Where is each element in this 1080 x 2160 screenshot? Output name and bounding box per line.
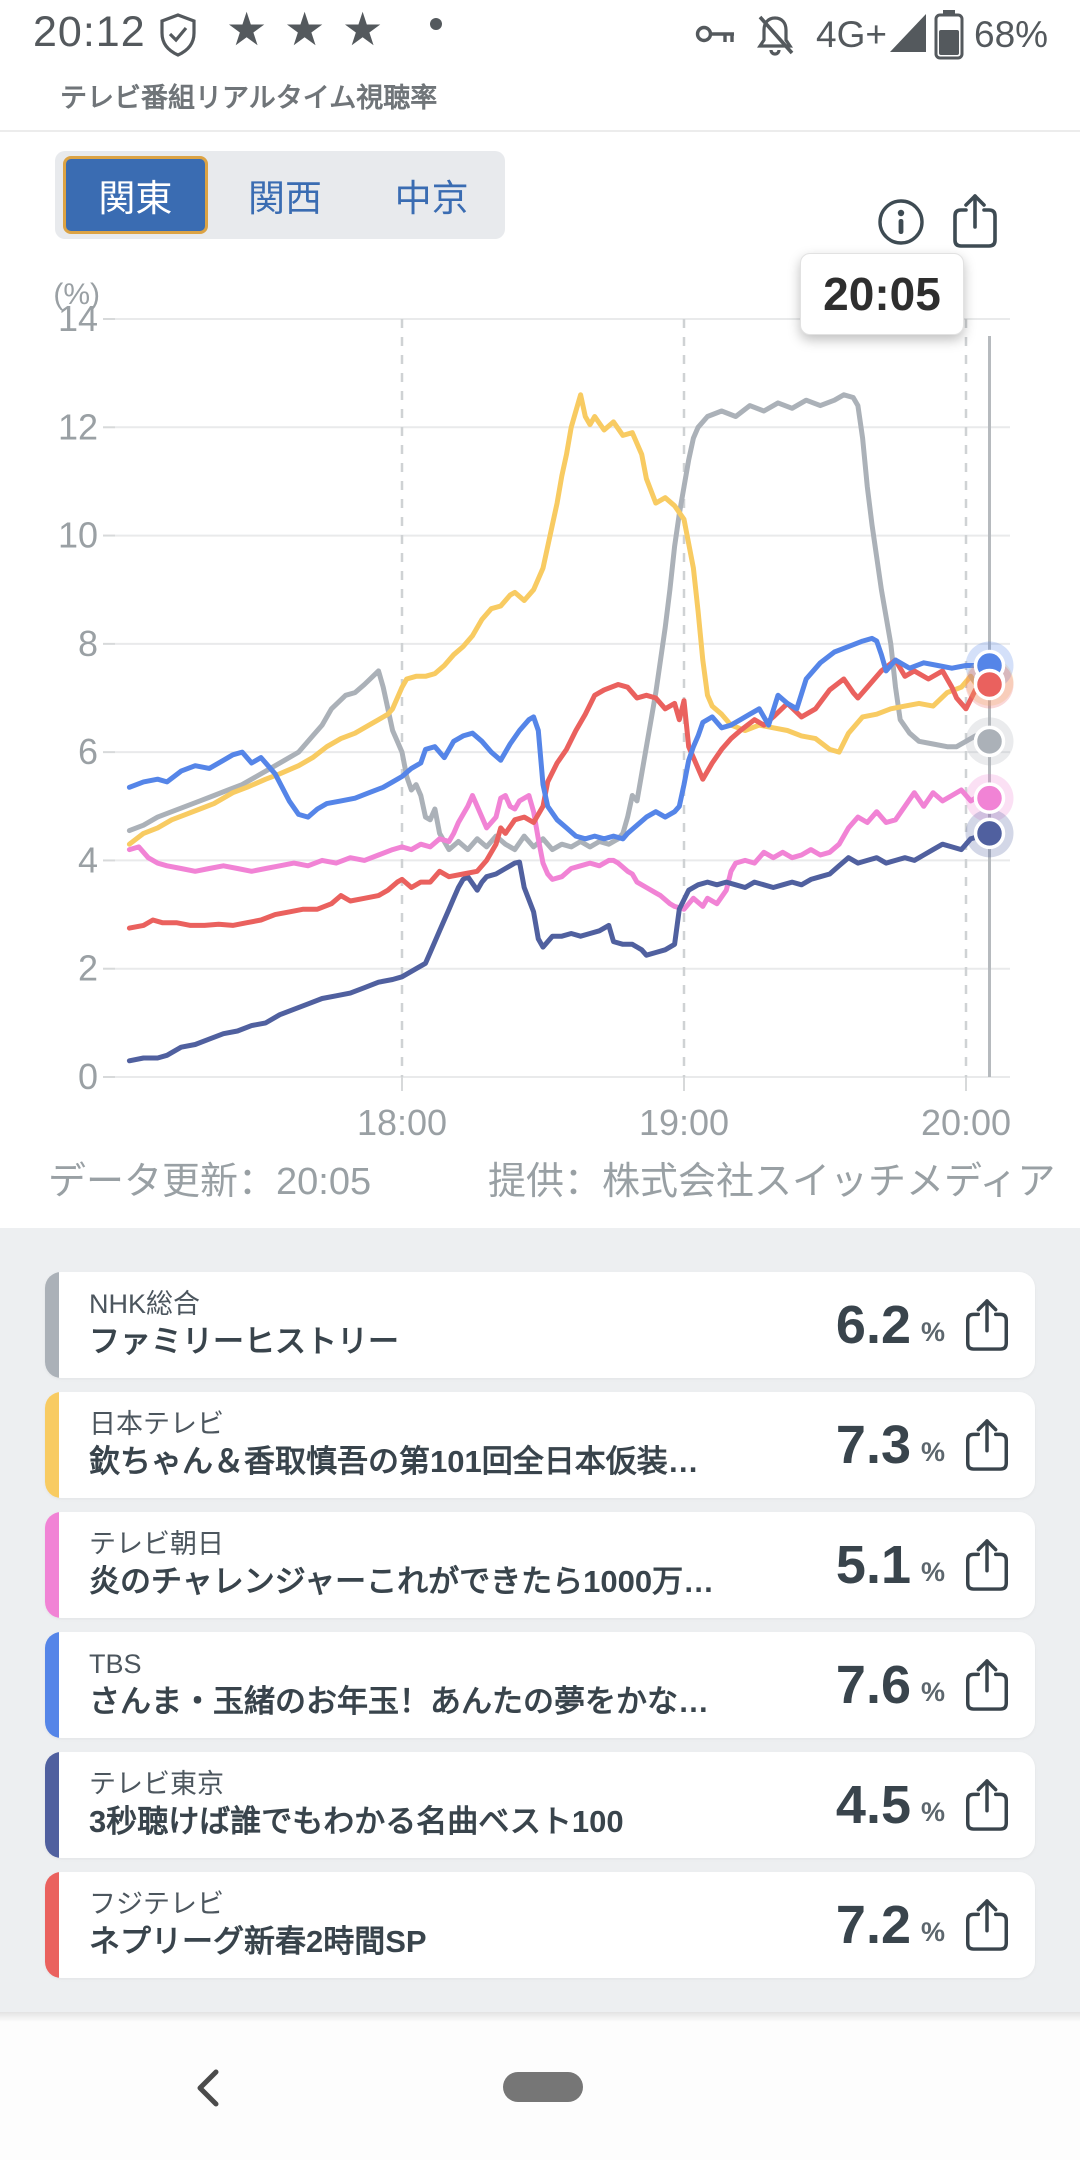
svg-text:19:00: 19:00	[639, 1102, 729, 1143]
rating-value: 7.2	[835, 1895, 911, 1955]
share-button[interactable]	[961, 1298, 1013, 1352]
channel-name: フジテレビ	[89, 1888, 224, 1919]
svg-text:10: 10	[58, 515, 98, 556]
share-button[interactable]	[961, 1898, 1013, 1952]
channel-color-strip	[45, 1512, 59, 1618]
svg-text:20:00: 20:00	[921, 1102, 1011, 1143]
rating-unit: %	[920, 1556, 945, 1587]
battery-percent-label: 68%	[974, 14, 1049, 55]
channel-color-strip	[45, 1632, 59, 1738]
channel-name: TBS	[89, 1648, 142, 1679]
data-updated-label: データ更新：20:05	[48, 1161, 372, 1203]
svg-text:6: 6	[78, 731, 98, 772]
channel-name: テレビ朝日	[89, 1528, 224, 1559]
rating-value: 6.2	[835, 1295, 911, 1355]
channel-name: テレビ東京	[89, 1768, 224, 1799]
info-button[interactable]	[876, 197, 926, 247]
ratings-chart[interactable]: 0 2 4 6 8 10 12 14(%) 18:00 19:00 20:00	[0, 0, 1080, 1250]
status-bar: 20:12 ★ ★ ★ 4G+ 68%	[0, 0, 1080, 64]
program-title: 欽ちゃん＆香取慎吾の第101回全日本仮装…	[89, 1443, 699, 1479]
svg-text:14: 14	[58, 298, 98, 339]
tab-kansai[interactable]: 関西	[248, 178, 322, 219]
svg-text:0: 0	[78, 1056, 98, 1097]
app-bar: テレビ番組リアルタイム視聴率	[0, 64, 1080, 132]
share-button[interactable]	[961, 1658, 1013, 1712]
svg-text:18:00: 18:00	[357, 1102, 447, 1143]
home-indicator[interactable]	[503, 2072, 583, 2102]
svg-text:2: 2	[78, 948, 98, 989]
share-button[interactable]	[961, 1418, 1013, 1472]
notifications-off-icon	[757, 15, 794, 56]
data-provider-label: 提供：株式会社スイッチメディア	[488, 1161, 1056, 1203]
rating-value: 7.6	[835, 1655, 911, 1715]
shield-check-icon	[160, 13, 196, 57]
channel-card[interactable]: テレビ朝日 炎のチャレンジャーこれができたら1000万… 5.1 %	[45, 1512, 1035, 1618]
svg-text:4: 4	[78, 839, 98, 880]
channel-color-strip	[45, 1392, 59, 1498]
rating-value: 4.5	[835, 1775, 911, 1835]
cursor-time-tooltip: 20:05	[800, 253, 964, 335]
channel-card[interactable]: フジテレビ ネプリーグ新春2時間SP 7.2 %	[45, 1872, 1035, 1978]
region-tab-group: 関東 関西 中京	[55, 151, 505, 239]
rating-unit: %	[920, 1436, 945, 1467]
channel-name: 日本テレビ	[89, 1408, 224, 1439]
channel-card[interactable]: 日本テレビ 欽ちゃん＆香取慎吾の第101回全日本仮装… 7.3 %	[45, 1392, 1035, 1498]
channel-color-strip	[45, 1752, 59, 1858]
battery-icon	[934, 10, 964, 60]
rating-unit: %	[920, 1676, 945, 1707]
channel-color-strip	[45, 1872, 59, 1978]
share-button[interactable]	[948, 193, 1002, 249]
program-title: 3秒聴けば誰でもわかる名曲ベスト100	[89, 1803, 624, 1839]
rating-unit: %	[920, 1916, 945, 1947]
key-icon	[695, 25, 734, 43]
channel-card[interactable]: テレビ東京 3秒聴けば誰でもわかる名曲ベスト100 4.5 %	[45, 1752, 1035, 1858]
svg-text:12: 12	[58, 406, 98, 447]
program-title: ネプリーグ新春2時間SP	[89, 1923, 427, 1959]
dot-icon	[430, 18, 442, 30]
star-icon: ★	[342, 3, 384, 55]
svg-text:8: 8	[78, 623, 98, 664]
program-title: ファミリーヒストリー	[89, 1323, 399, 1359]
channel-color-strip	[45, 1272, 59, 1378]
page-title: テレビ番組リアルタイム視聴率	[60, 83, 438, 113]
program-title: 炎のチャレンジャーこれができたら1000万…	[89, 1563, 715, 1599]
star-icon: ★	[226, 3, 268, 55]
signal-icon	[890, 14, 926, 52]
channel-card[interactable]: NHK総合 ファミリーヒストリー 6.2 %	[45, 1272, 1035, 1378]
channel-name: NHK総合	[89, 1288, 201, 1319]
star-icon: ★	[284, 3, 326, 55]
rating-value: 5.1	[835, 1535, 911, 1595]
rating-unit: %	[920, 1316, 945, 1347]
channel-card[interactable]: TBS さんま・玉緒のお年玉！あんたの夢をかな… 7.6 %	[45, 1632, 1035, 1738]
clock: 20:12	[33, 8, 146, 56]
channel-list: NHK総合 ファミリーヒストリー 6.2 % 日本テレビ 欽ちゃん＆香取慎吾の第…	[0, 1228, 1080, 2012]
tab-chukyo[interactable]: 中京	[394, 178, 469, 219]
svg-text:(%): (%)	[53, 278, 100, 311]
network-type-label: 4G+	[816, 14, 887, 55]
share-button[interactable]	[961, 1538, 1013, 1592]
rating-value: 7.3	[835, 1415, 911, 1475]
rating-unit: %	[920, 1796, 945, 1827]
share-button[interactable]	[961, 1778, 1013, 1832]
tab-kanto[interactable]: 関東	[63, 156, 208, 234]
program-title: さんま・玉緒のお年玉！あんたの夢をかな…	[89, 1683, 709, 1719]
back-button[interactable]	[192, 2068, 222, 2108]
